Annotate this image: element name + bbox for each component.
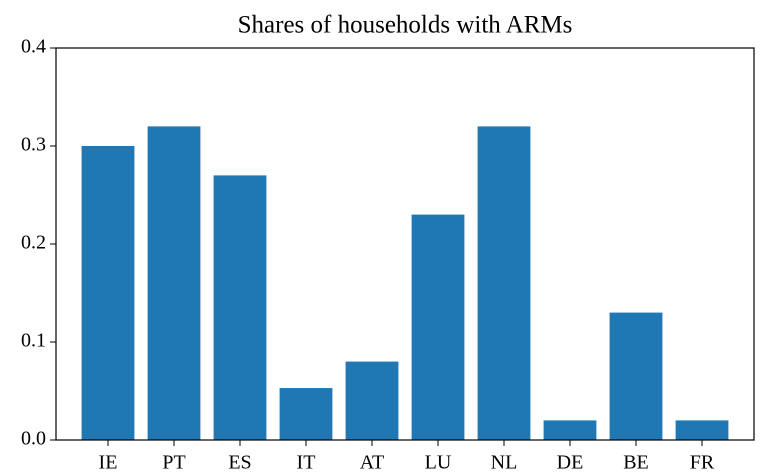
x-tick-label: FR: [690, 452, 715, 474]
x-tick-label: NL: [491, 452, 518, 474]
chart-title: Shares of households with ARMs: [238, 12, 573, 39]
bar: [477, 126, 531, 441]
bar: [279, 388, 333, 440]
bar: [147, 126, 201, 441]
x-tick-label: BE: [623, 452, 649, 474]
x-tick-label: LU: [425, 452, 452, 474]
x-tick-label: AT: [360, 452, 384, 474]
bar: [213, 175, 267, 440]
bar: [81, 146, 135, 440]
x-tick-label: ES: [228, 452, 251, 474]
x-tick-label: IE: [99, 452, 118, 474]
x-tick-label: PT: [162, 452, 185, 474]
y-tick-label: 0.4: [21, 36, 46, 58]
bar: [411, 214, 465, 440]
x-tick-label: DE: [557, 452, 584, 474]
y-tick-label: 0.0: [21, 428, 46, 450]
y-tick-label: 0.3: [21, 134, 46, 156]
y-tick-label: 0.2: [21, 232, 46, 254]
x-tick-label: IT: [297, 452, 316, 474]
bar: [345, 361, 399, 440]
y-tick-label: 0.1: [21, 330, 46, 352]
plot-frame: [55, 47, 755, 441]
bar: [609, 312, 663, 440]
bar: [543, 420, 597, 440]
bar: [675, 420, 729, 440]
